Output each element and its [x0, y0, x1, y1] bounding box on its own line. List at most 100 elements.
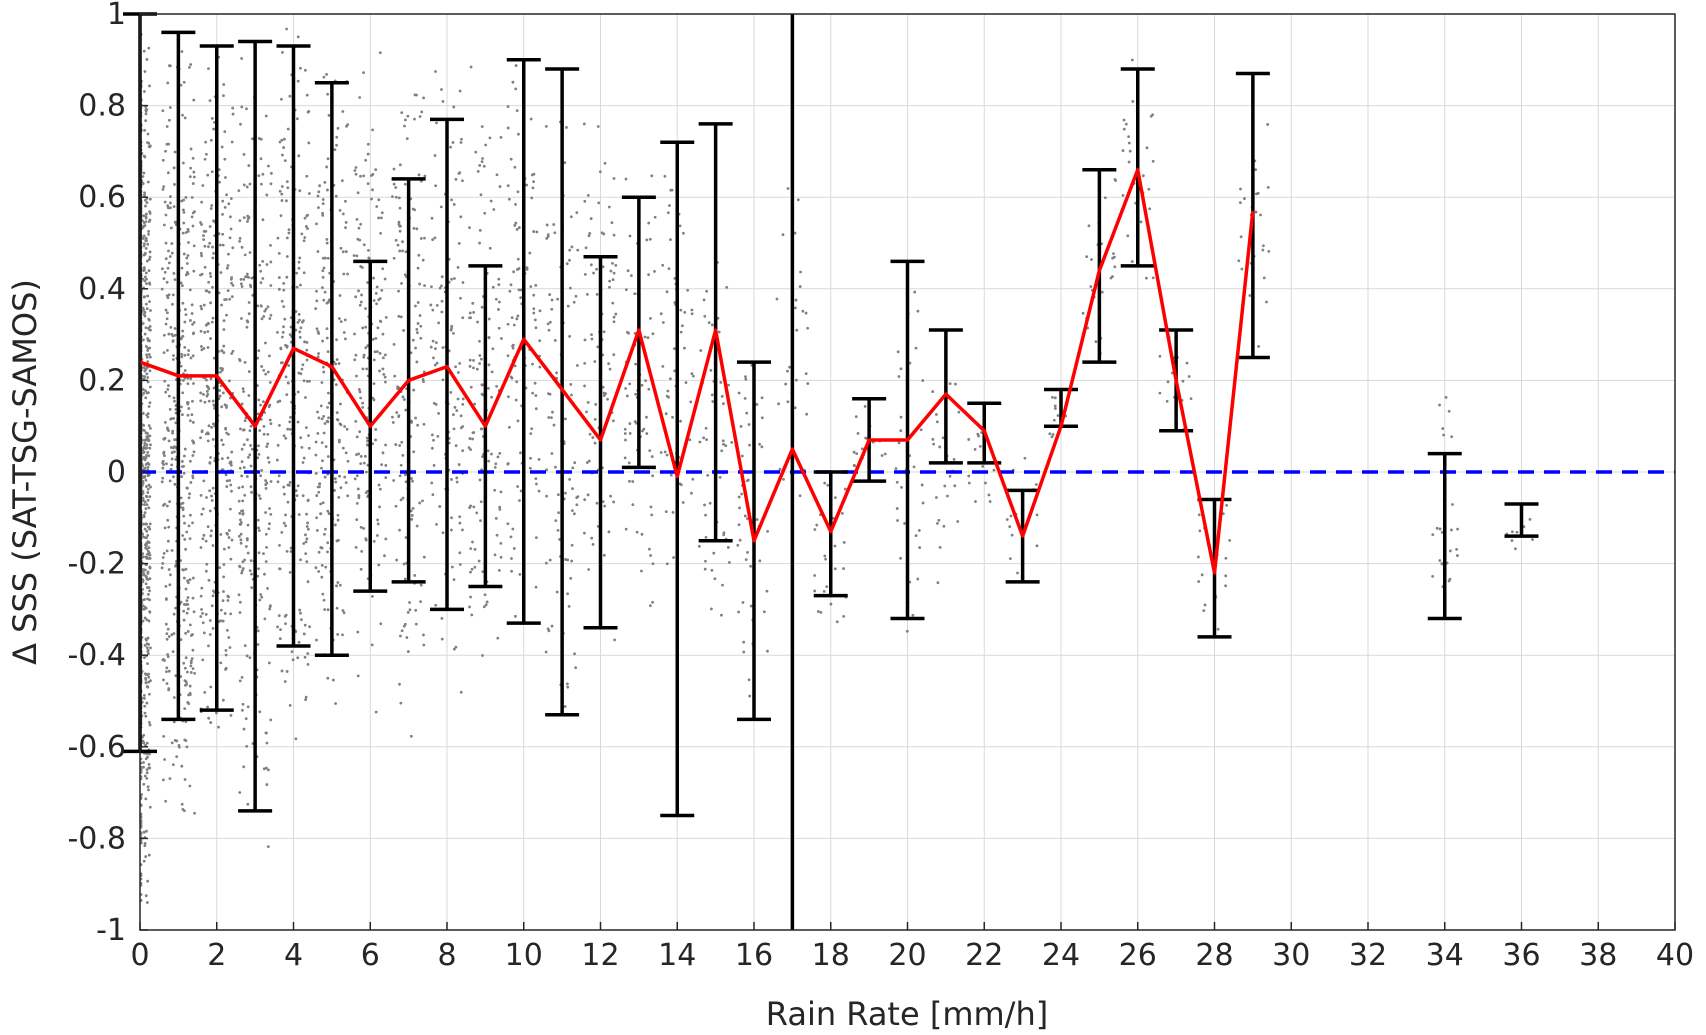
scatter-point — [598, 170, 602, 174]
scatter-point — [691, 374, 695, 378]
scatter-point — [649, 316, 652, 320]
scatter-point — [166, 81, 170, 85]
scatter-point — [432, 464, 436, 467]
scatter-point — [531, 186, 535, 190]
scatter-point — [470, 613, 474, 617]
scatter-point — [842, 567, 845, 570]
scatter-point — [681, 501, 685, 504]
scatter-point — [220, 349, 224, 353]
scatter-point — [167, 142, 170, 146]
scatter-point — [589, 263, 593, 267]
scatter-point — [179, 502, 183, 506]
scatter-point — [210, 604, 214, 608]
scatter-point — [553, 231, 557, 235]
scatter-point — [358, 238, 362, 242]
scatter-point — [864, 436, 868, 440]
scatter-point — [401, 496, 405, 500]
scatter-point — [374, 337, 378, 340]
scatter-point — [493, 553, 497, 557]
scatter-point — [485, 600, 489, 604]
scatter-point — [583, 199, 587, 203]
scatter-point — [532, 293, 536, 297]
scatter-point — [410, 517, 414, 521]
scatter-point — [441, 346, 445, 350]
scatter-point — [269, 422, 273, 425]
scatter-point — [512, 547, 516, 550]
scatter-point — [191, 354, 195, 358]
scatter-point — [222, 547, 226, 551]
scatter-point — [921, 379, 925, 382]
scatter-point — [1224, 584, 1228, 588]
scatter-point — [170, 463, 174, 467]
scatter-point — [303, 623, 307, 627]
scatter-point — [691, 477, 695, 481]
scatter-point — [439, 205, 443, 209]
scatter-point — [202, 347, 206, 350]
scatter-point — [210, 117, 214, 120]
scatter-point — [212, 251, 216, 255]
scatter-point — [207, 644, 210, 648]
scatter-point — [663, 174, 667, 178]
scatter-point — [591, 436, 595, 439]
scatter-point — [475, 511, 479, 515]
scatter-point — [645, 432, 649, 435]
scatter-point — [690, 372, 694, 376]
scatter-point — [366, 344, 370, 348]
scatter-point — [219, 370, 222, 374]
scatter-point — [238, 239, 242, 243]
scatter-point — [167, 118, 171, 122]
scatter-point — [264, 341, 267, 345]
scatter-point — [1440, 561, 1444, 565]
scatter-point — [240, 245, 244, 249]
scatter-point — [147, 541, 151, 544]
scatter-point — [470, 567, 474, 571]
scatter-point — [513, 364, 517, 368]
scatter-point — [179, 281, 183, 285]
scatter-point — [913, 290, 917, 294]
scatter-point — [204, 569, 208, 573]
scatter-point — [191, 323, 194, 326]
scatter-point — [204, 539, 208, 543]
scatter-point — [231, 112, 235, 116]
scatter-point — [145, 768, 149, 772]
scatter-point — [364, 491, 368, 495]
scatter-point — [480, 392, 484, 396]
scatter-point — [297, 266, 301, 270]
scatter-point — [384, 315, 388, 319]
scatter-point — [205, 562, 209, 566]
scatter-point — [211, 544, 215, 547]
scatter-point — [359, 222, 363, 226]
scatter-point — [366, 142, 370, 146]
scatter-point — [436, 434, 440, 438]
scatter-point — [760, 396, 764, 400]
scatter-point — [514, 614, 517, 618]
scatter-point — [222, 575, 226, 579]
scatter-point — [921, 501, 925, 505]
x-tick-label: 22 — [965, 938, 1003, 973]
scatter-point — [225, 485, 229, 488]
scatter-point — [519, 288, 523, 292]
scatter-point — [1265, 300, 1268, 304]
scatter-point — [973, 447, 977, 451]
scatter-point — [142, 244, 146, 248]
scatter-point — [227, 252, 230, 256]
scatter-point — [354, 295, 358, 299]
scatter-point — [459, 215, 463, 219]
scatter-point — [147, 853, 151, 857]
scatter-point — [282, 325, 285, 329]
scatter-point — [324, 565, 328, 569]
scatter-point — [1122, 118, 1126, 122]
scatter-point — [248, 656, 252, 659]
scatter-point — [276, 443, 280, 447]
scatter-point — [211, 438, 215, 441]
scatter-point — [392, 479, 396, 482]
scatter-point — [191, 648, 195, 652]
scatter-point — [518, 573, 522, 576]
scatter-point — [180, 405, 183, 409]
scatter-point — [191, 224, 195, 228]
scatter-point — [545, 223, 549, 227]
scatter-point — [333, 488, 336, 492]
scatter-point — [280, 138, 284, 142]
scatter-point — [461, 425, 465, 428]
scatter-point — [184, 587, 188, 591]
